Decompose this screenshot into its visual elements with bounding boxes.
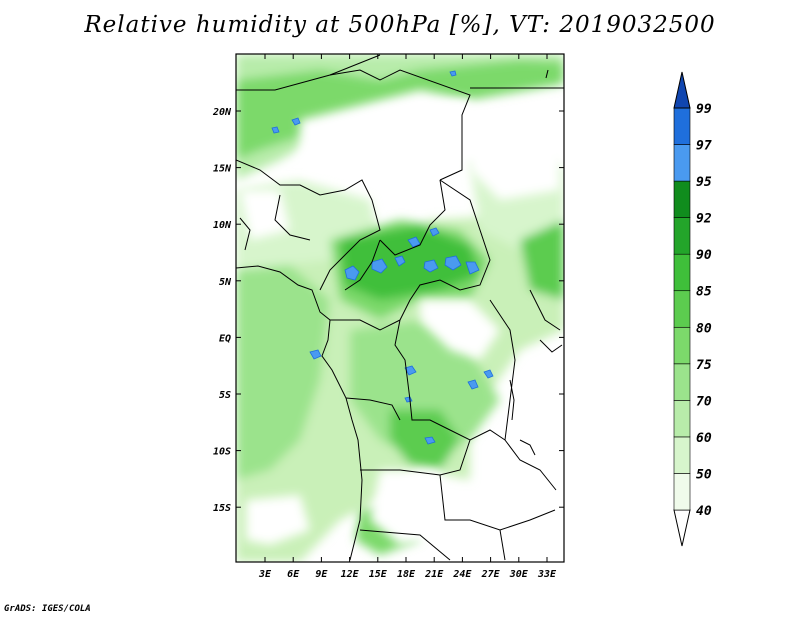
colorbar: 40 50 60 70 75 80 85 90 92 95 97 99 (673, 71, 712, 547)
colorbar-segment (673, 436, 691, 474)
colorbar-label: 97 (696, 139, 712, 154)
colorbar-segment (673, 180, 691, 218)
lat-tick-label: 5N (219, 277, 232, 288)
lat-tick-label: 15S (213, 503, 231, 514)
colorbar-label: 50 (696, 467, 712, 482)
colorbar-label: 40 (696, 504, 712, 519)
lon-tick-label: 15E (369, 569, 388, 580)
lat-tick-label: 10S (213, 447, 231, 458)
map-frame (235, 53, 565, 563)
grads-credit: GrADS: IGES/COLA (4, 604, 91, 614)
latitude-ticks: 20N 15N 10N 5N EQ 5S 10S 15S (212, 107, 564, 514)
colorbar-label: 85 (696, 285, 712, 300)
colorbar-segment (673, 217, 691, 255)
colorbar-label: 75 (696, 358, 712, 373)
colorbar-segment (673, 253, 691, 292)
lon-tick-label: 21E (424, 569, 444, 580)
colorbar-label: 70 (696, 394, 712, 409)
colorbar-segment (673, 326, 691, 365)
lon-tick-label: 27E (481, 569, 501, 580)
lat-tick-label: 5S (219, 390, 231, 401)
colorbar-segment (673, 473, 691, 511)
colorbar-high-triangle (673, 71, 691, 109)
humidity-field (236, 54, 564, 562)
colorbar-segment (673, 400, 691, 438)
colorbar-label: 60 (696, 431, 712, 446)
colorbar-segment (673, 144, 691, 182)
lon-tick-label: 3E (258, 569, 272, 580)
lat-tick-label: 10N (213, 220, 232, 231)
colorbar-label: 92 (696, 212, 712, 227)
lon-tick-label: 24E (452, 569, 472, 580)
map-title: Relative humidity at 500hPa [%], VT: 201… (84, 12, 716, 38)
colorbar-low-triangle (673, 509, 691, 547)
lon-tick-label: 6E (287, 569, 300, 580)
colorbar-label: 99 (696, 102, 712, 117)
colorbar-segment (673, 107, 691, 145)
lat-tick-label: 20N (212, 107, 232, 118)
lon-tick-label: 12E (341, 569, 360, 580)
lat-tick-label: EQ (219, 333, 231, 344)
colorbar-label: 90 (696, 248, 712, 263)
colorbar-label: 95 (696, 175, 712, 190)
lat-tick-label: 15N (213, 164, 232, 175)
lon-tick-label: 33E (537, 569, 557, 580)
country-boundaries (236, 54, 564, 561)
longitude-ticks: 3E 6E 9E 12E 15E 18E 21E 24E 27E 30E 33E (258, 54, 557, 580)
lon-tick-label: 9E (315, 569, 328, 580)
colorbar-segment (673, 363, 691, 401)
lon-tick-label: 18E (397, 569, 416, 580)
lon-tick-label: 30E (509, 569, 529, 580)
colorbar-label: 80 (696, 321, 712, 336)
colorbar-segment (673, 290, 691, 328)
